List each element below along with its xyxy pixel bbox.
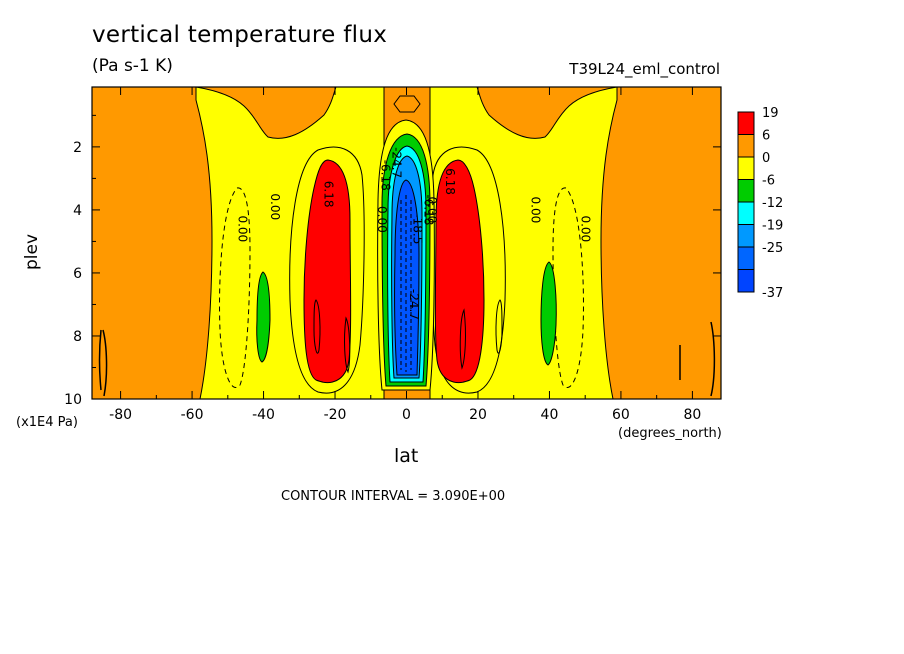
- red-region-left: [303, 159, 352, 383]
- central-trough-core: [394, 179, 420, 376]
- colorbar-swatch: [737, 246, 755, 270]
- colorbar-swatch: [737, 134, 755, 158]
- colorbar-label: -25: [762, 241, 783, 256]
- top-orange-island: [393, 95, 421, 113]
- green-patch-right: [540, 261, 557, 366]
- x-axis-units: (degrees_north): [618, 426, 722, 441]
- y-tick-label: 6: [73, 266, 82, 282]
- x-tick-label: -20: [324, 407, 347, 423]
- colorbar-label: -12: [762, 196, 783, 211]
- contour-value-label: -24.7: [407, 289, 421, 320]
- colorbar-swatch: [737, 111, 755, 135]
- contour-value-label: -6.18: [379, 160, 393, 191]
- contour-interval: CONTOUR INTERVAL = 3.090E+00: [281, 489, 506, 504]
- colorbar-label: -37: [762, 286, 783, 301]
- colorbar-label: 0: [762, 151, 770, 166]
- x-tick-label: 60: [612, 407, 630, 423]
- x-tick-label: 0: [402, 407, 411, 423]
- colorbar-swatch: [737, 224, 755, 248]
- contour-value-label: 0.00: [529, 197, 543, 224]
- y-axis-units: (x1E4 Pa): [16, 415, 78, 430]
- colorbar-label: 6: [762, 129, 770, 144]
- x-axis-ticks: -80 -60 -40 -20 0 20 40 60 80: [109, 87, 701, 423]
- chart-units: (Pa s-1 K): [92, 56, 173, 76]
- y-axis-ticks: 2 4 6 8 10: [64, 114, 721, 408]
- y-tick-label: 2: [73, 140, 82, 156]
- contour-plot-area: [92, 87, 721, 399]
- edge-contour-right: [679, 321, 716, 397]
- central-trough-dashes: [400, 195, 412, 372]
- x-tick-label: -40: [252, 407, 275, 423]
- dashed-contour-right: [552, 187, 584, 388]
- contour-value-label: 0.00: [268, 193, 282, 220]
- contour-value-label: -18.5: [411, 213, 425, 244]
- colorbar-swatch: [737, 269, 755, 293]
- contour-line-red-left-inner2: [344, 316, 351, 374]
- x-tick-label: 20: [469, 407, 487, 423]
- colorbar-label: -19: [762, 219, 783, 234]
- contour-value-label: 0.00: [579, 215, 593, 242]
- y-axis-label: plev: [22, 233, 43, 271]
- contour-value-label: 6.18: [443, 168, 457, 195]
- colorbar-label: -6: [762, 174, 775, 189]
- green-patch-left: [256, 271, 271, 363]
- contour-value-label: 0.00: [236, 215, 250, 242]
- y-tick-label: 4: [73, 203, 82, 219]
- x-tick-label: 80: [683, 407, 701, 423]
- dataset-name: T39L24_eml_control: [569, 60, 720, 78]
- contour-line-left-outer: [289, 146, 365, 394]
- chart-title: vertical temperature flux: [92, 22, 388, 48]
- contour-value-label: -6.18: [421, 194, 435, 225]
- contour-value-label: 0.00: [425, 197, 439, 224]
- x-tick-label: -80: [109, 407, 132, 423]
- contour-value-label: 6.18: [321, 181, 335, 208]
- contour-value-label: -24.7: [389, 147, 403, 178]
- contour-labels: 0.000.00 6.180.00-6.18-24.7-18.5-24.7-6.1…: [236, 147, 593, 320]
- contour-line-red-left-inner: [313, 299, 321, 354]
- colorbar-swatch: [737, 201, 755, 225]
- contour-line-red-right-inner: [495, 299, 503, 354]
- colorbar-swatch: [737, 156, 755, 180]
- contour-value-label: 0.00: [375, 206, 389, 233]
- colorbar: 19 6 0 -6 -12 -19 -25 -37: [737, 106, 783, 301]
- contour-line-red-right-inner2: [459, 308, 466, 370]
- colorbar-label: 19: [762, 106, 779, 121]
- y-tick-label: 10: [64, 392, 82, 408]
- edge-contour-left: [98, 329, 108, 397]
- y-tick-label: 8: [73, 329, 82, 345]
- colorbar-swatch: [737, 179, 755, 203]
- x-tick-label: 40: [541, 407, 559, 423]
- x-axis-label: lat: [394, 445, 419, 467]
- x-tick-label: -60: [181, 407, 204, 423]
- red-region-right: [434, 159, 485, 383]
- dashed-contour-left: [219, 187, 251, 388]
